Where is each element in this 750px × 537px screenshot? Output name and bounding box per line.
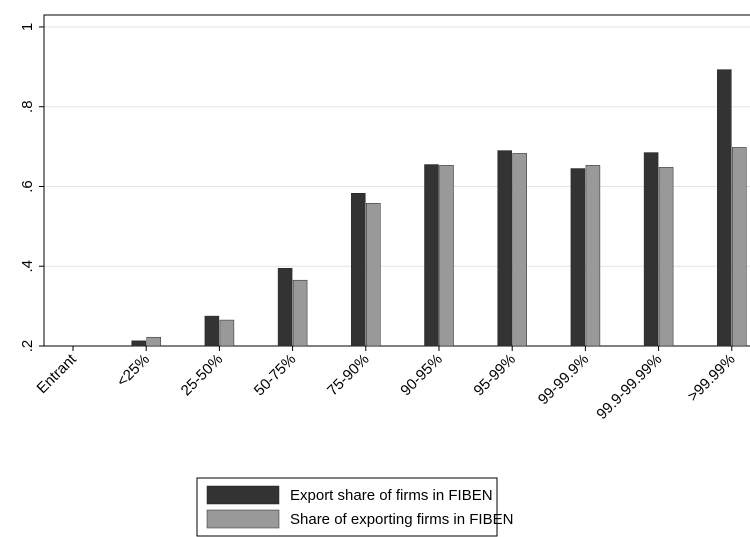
bar <box>512 153 527 347</box>
y-tick-label: .4 <box>19 260 36 273</box>
x-tick-label: Entrant <box>34 350 81 397</box>
y-tick-label: 1 <box>19 23 36 31</box>
bar <box>570 168 586 347</box>
bar <box>497 150 512 347</box>
bar <box>292 279 308 347</box>
bar <box>585 165 601 347</box>
bar <box>219 319 235 347</box>
x-tick-label: 75-90% <box>324 351 373 400</box>
bar <box>643 152 659 347</box>
x-tick-label: 95-99% <box>470 351 519 400</box>
legend-swatch <box>206 485 280 505</box>
x-tick-label: 99-99.9% <box>535 351 592 408</box>
y-tick-label: .6 <box>19 180 36 193</box>
bar <box>204 315 220 347</box>
y-tick-label: .8 <box>19 100 36 113</box>
legend-label: Share of exporting firms in FIBEN <box>290 511 513 528</box>
bar <box>131 340 146 347</box>
plot-frame <box>43 14 750 347</box>
x-tick-label: >99.99% <box>684 351 738 405</box>
bar <box>424 164 439 347</box>
legend-swatch <box>206 509 280 529</box>
bar <box>658 167 674 347</box>
bar <box>351 193 366 347</box>
y-tick-label: .2 <box>19 340 36 353</box>
bar <box>366 202 381 347</box>
bar <box>439 165 454 347</box>
bar <box>146 336 161 347</box>
x-tick-label: 50-75% <box>251 351 300 400</box>
x-tick-label: <25% <box>114 351 153 390</box>
legend-label: Export share of firms in FIBEN <box>290 487 493 504</box>
x-tick-label: 99.9-99.99% <box>593 351 665 423</box>
x-tick-label: 90-95% <box>397 351 446 400</box>
x-tick-label: 25-50% <box>178 351 227 400</box>
bar <box>277 267 293 347</box>
bar <box>717 69 732 347</box>
bar <box>732 147 747 347</box>
